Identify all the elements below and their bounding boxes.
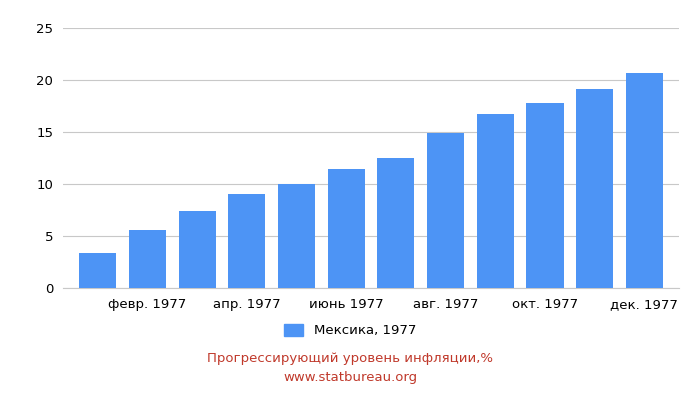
Text: Прогрессирующий уровень инфляции,%
www.statbureau.org: Прогрессирующий уровень инфляции,% www.s… xyxy=(207,352,493,384)
Bar xyxy=(129,230,166,288)
Bar xyxy=(526,103,564,288)
Bar xyxy=(427,133,464,288)
Bar xyxy=(377,158,414,288)
Bar xyxy=(228,194,265,288)
Bar xyxy=(328,170,365,288)
Legend: Мексика, 1977: Мексика, 1977 xyxy=(279,318,421,342)
Bar xyxy=(278,184,315,288)
Bar xyxy=(79,253,116,288)
Bar xyxy=(178,211,216,288)
Bar xyxy=(477,114,514,288)
Bar xyxy=(626,73,663,288)
Bar xyxy=(576,89,613,288)
